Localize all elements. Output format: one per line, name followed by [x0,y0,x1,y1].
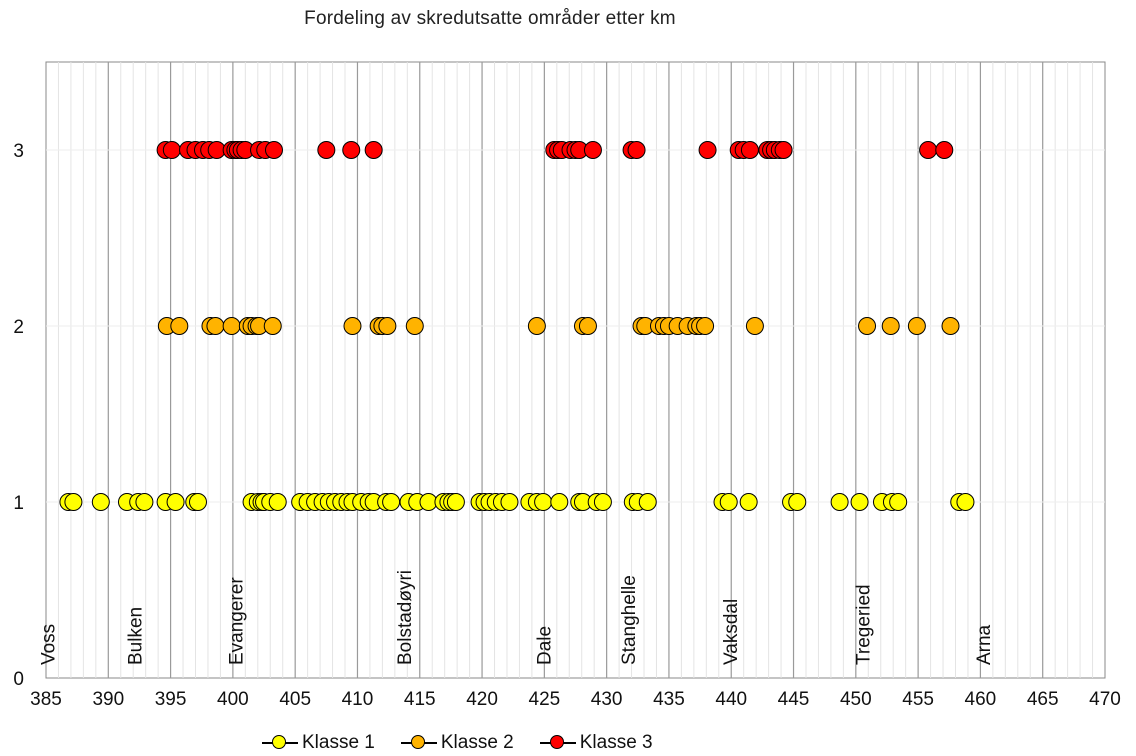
x-tick-label: 425 [529,689,561,710]
data-point [223,318,240,335]
data-point [741,142,758,159]
data-point [882,318,899,335]
data-point [171,318,188,335]
place-label: Vaksdal [721,599,742,665]
place-label: Stanghelle [619,575,640,665]
y-tick-label: 0 [13,669,24,690]
data-point [343,142,360,159]
data-point [920,142,937,159]
legend-label: Klasse 1 [302,732,375,754]
x-tick-label: 455 [902,689,934,710]
place-label: Arna [974,624,995,665]
data-point [318,142,335,159]
legend-item: Klasse 2 [401,732,514,754]
data-point [831,494,848,511]
place-label: Tregeried [853,584,874,665]
x-tick-label: 450 [840,689,872,710]
data-point [406,318,423,335]
legend-marker [411,735,425,749]
place-label: Bulken [126,607,147,665]
data-point [264,318,281,335]
data-point [594,494,611,511]
data-point [420,494,437,511]
data-point [639,494,656,511]
data-point [379,318,396,335]
data-point [579,318,596,335]
data-point [890,494,907,511]
data-point [697,318,714,335]
data-point [746,318,763,335]
x-tick-label: 410 [342,689,374,710]
place-label: Evangerer [227,577,248,665]
data-point [551,494,568,511]
x-tick-label: 460 [965,689,997,710]
legend: Klasse 1 Klasse 2 Klasse 3 [262,732,653,754]
data-point [207,318,224,335]
legend-marker [550,735,564,749]
x-tick-label: 430 [591,689,623,710]
x-tick-label: 435 [653,689,685,710]
data-point [859,318,876,335]
x-tick-label: 420 [466,689,498,710]
data-point [189,494,206,511]
x-tick-label: 445 [778,689,810,710]
legend-swatch [540,734,576,752]
data-point [535,494,552,511]
legend-item: Klasse 1 [262,732,375,754]
data-point [92,494,109,511]
y-tick-label: 3 [13,141,24,162]
data-point [269,494,286,511]
place-label: Dale [534,626,555,665]
data-point [163,142,180,159]
y-tick-label: 2 [13,317,24,338]
data-point [167,494,184,511]
y-axis-ticks: 0 1 2 3 [13,141,24,690]
data-point [584,142,601,159]
x-axis-ticks: 385 390 395 400 405 410 415 420 425 430 435 440 445 4… [30,689,1121,710]
legend-marker [272,735,286,749]
place-label: Bolstadøyri [395,570,416,665]
x-tick-label: 395 [155,689,187,710]
data-point [936,142,953,159]
legend-label: Klasse 2 [441,732,514,754]
data-point [265,142,282,159]
data-point [851,494,868,511]
data-point [383,494,400,511]
data-point [957,494,974,511]
data-point [65,494,82,511]
data-point [628,142,645,159]
x-tick-label: 400 [217,689,249,710]
data-point [447,494,464,511]
data-point [908,318,925,335]
data-point [720,494,737,511]
data-point [775,142,792,159]
data-point [136,494,153,511]
data-point [344,318,361,335]
x-tick-label: 465 [1027,689,1059,710]
legend-swatch [401,734,437,752]
data-point [699,142,716,159]
data-point [528,318,545,335]
x-tick-label: 405 [279,689,311,710]
x-tick-label: 385 [30,689,62,710]
x-tick-label: 390 [92,689,124,710]
place-label: Voss [38,624,59,665]
data-point [789,494,806,511]
legend-label: Klasse 3 [580,732,653,754]
x-tick-label: 415 [404,689,436,710]
y-tick-label: 1 [13,493,24,514]
x-tick-label: 440 [715,689,747,710]
data-point [501,494,518,511]
data-point [740,494,757,511]
data-point [365,142,382,159]
data-point [208,142,225,159]
legend-item: Klasse 3 [540,732,653,754]
legend-swatch [262,734,298,752]
x-tick-label: 470 [1089,689,1121,710]
data-point [942,318,959,335]
